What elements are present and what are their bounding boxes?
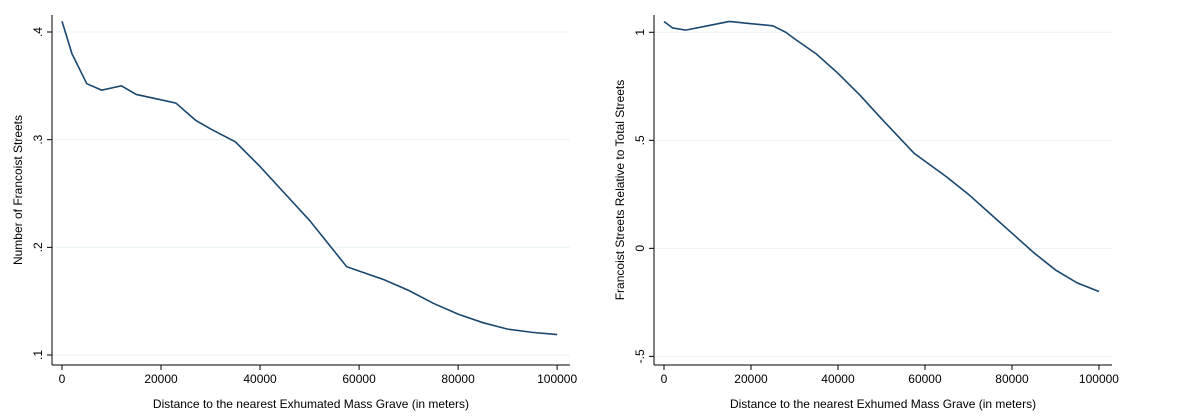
x-tick-label: 60000 — [342, 372, 376, 386]
x-tick-label: 80000 — [441, 372, 475, 386]
x-tick-label: 100000 — [1079, 372, 1119, 386]
x-tick-label: 40000 — [821, 372, 855, 386]
x-tick-label: 80000 — [995, 372, 1029, 386]
x-tick-label: 40000 — [243, 372, 277, 386]
x-tick-label: 20000 — [144, 372, 178, 386]
y-tick-label: .1 — [31, 350, 45, 360]
x-tick-label: 100000 — [537, 372, 577, 386]
y-tick-label: .4 — [31, 27, 45, 37]
y-tick-label: 1 — [633, 29, 647, 36]
x-tick-label: 0 — [661, 372, 668, 386]
y-tick-label: .5 — [633, 135, 647, 145]
line-series — [61, 21, 558, 336]
y-tick-label: .2 — [31, 242, 45, 252]
x-tick-label: 0 — [59, 372, 66, 386]
y-tick-label: 0 — [633, 245, 647, 252]
y-axis-label: Francoist Streets Relative to Total Stre… — [613, 80, 627, 301]
y-tick-label: .3 — [31, 134, 45, 144]
x-axis-label: Distance to the nearest Exhumated Mass G… — [153, 397, 469, 411]
x-tick-label: 20000 — [734, 372, 768, 386]
x-axis-label: Distance to the nearest Exhumed Mass Gra… — [730, 397, 1036, 411]
line-series — [663, 20, 1100, 293]
x-tick-label: 60000 — [908, 372, 942, 386]
y-tick-label: -.5 — [633, 349, 647, 363]
y-axis-label: Number of Francoist Streets — [11, 115, 25, 265]
